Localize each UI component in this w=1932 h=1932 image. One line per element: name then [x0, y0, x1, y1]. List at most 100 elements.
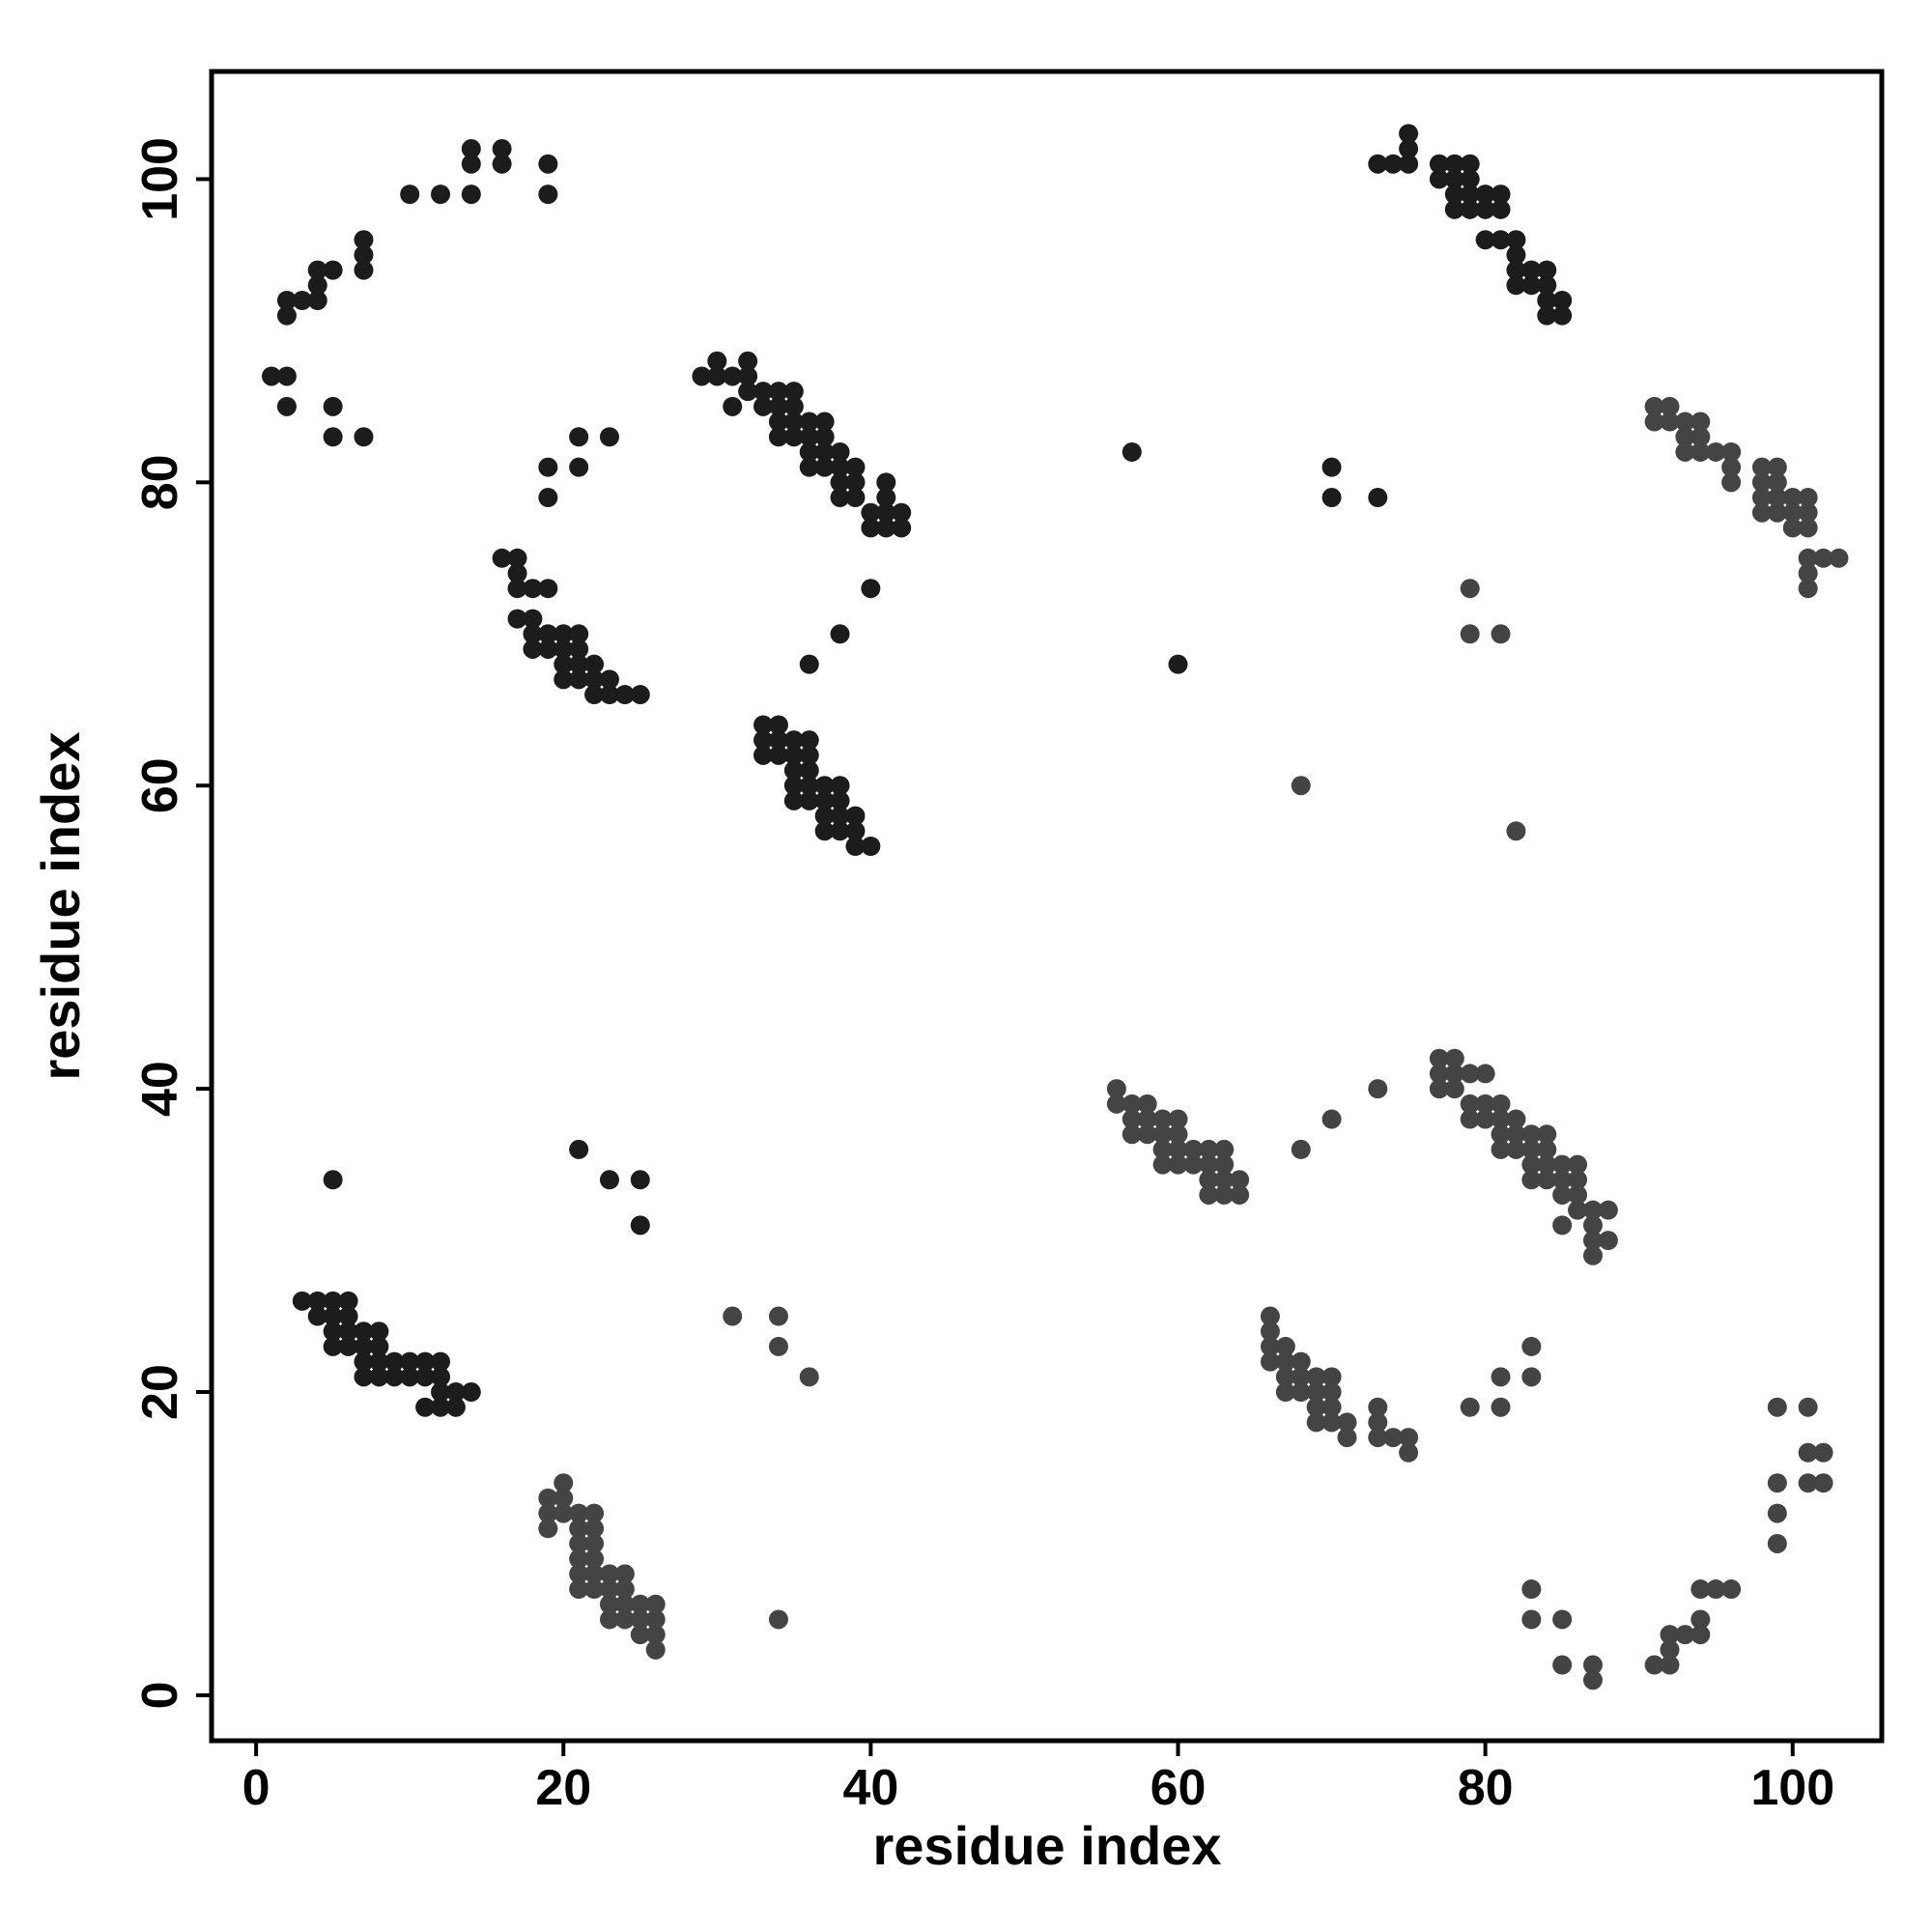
point [307, 275, 327, 296]
point [1106, 1079, 1126, 1099]
point [1460, 1064, 1480, 1084]
point [1767, 488, 1787, 508]
point [1460, 185, 1480, 205]
point [1214, 1139, 1235, 1159]
point [569, 1548, 589, 1569]
point [369, 1367, 389, 1387]
point [783, 776, 804, 796]
point [768, 412, 788, 432]
point [445, 1397, 466, 1417]
point [1399, 1428, 1419, 1448]
point [1444, 154, 1464, 174]
point [783, 427, 804, 447]
point [323, 1291, 343, 1311]
point [1767, 472, 1787, 493]
point [1199, 1170, 1219, 1190]
point [1751, 457, 1772, 477]
point [1199, 1154, 1219, 1175]
point [276, 305, 297, 326]
point [799, 760, 819, 781]
point [1321, 1412, 1342, 1433]
point [1767, 1397, 1787, 1417]
point [1475, 1064, 1495, 1084]
point [584, 1533, 605, 1553]
point [1137, 1124, 1157, 1145]
point [1798, 579, 1818, 599]
point [1491, 185, 1511, 205]
point [569, 1503, 589, 1523]
point [1675, 441, 1695, 462]
point [1306, 1382, 1326, 1403]
point [1721, 457, 1742, 477]
point [369, 1336, 389, 1356]
point [1798, 502, 1818, 523]
point [723, 396, 743, 416]
point [738, 351, 758, 371]
point [1337, 1412, 1357, 1433]
point [599, 1594, 619, 1614]
point [1275, 1351, 1295, 1372]
point [461, 154, 481, 174]
point [1552, 1655, 1573, 1675]
point [1321, 1367, 1342, 1387]
point [768, 1306, 788, 1326]
point [584, 1564, 605, 1584]
point [400, 185, 420, 205]
point [554, 639, 574, 659]
point [1568, 1184, 1588, 1205]
point [569, 1519, 589, 1539]
point [1690, 1609, 1711, 1630]
point [338, 1336, 358, 1356]
point [845, 488, 866, 508]
point [492, 139, 512, 159]
point [1491, 1367, 1511, 1387]
point [1521, 275, 1542, 296]
point [614, 1564, 635, 1584]
point [1690, 1625, 1711, 1645]
point [1260, 1321, 1280, 1342]
point [1552, 1184, 1573, 1205]
point [569, 1564, 589, 1584]
point [1552, 305, 1573, 326]
point [1152, 1109, 1173, 1129]
point [753, 382, 774, 402]
point [323, 396, 343, 416]
point [753, 745, 774, 765]
point [1152, 1139, 1173, 1159]
point [876, 502, 896, 523]
point [538, 488, 558, 508]
point [1751, 488, 1772, 508]
point [845, 821, 866, 841]
point [1521, 1609, 1542, 1630]
point [1660, 1655, 1680, 1675]
point [614, 1594, 635, 1614]
point [1644, 396, 1664, 416]
point [1521, 1124, 1542, 1145]
point [799, 654, 819, 674]
point [1813, 548, 1833, 568]
point [1521, 1367, 1542, 1387]
point [799, 1367, 819, 1387]
point [1183, 1154, 1204, 1175]
point [354, 1336, 374, 1356]
point [523, 579, 543, 599]
point [1721, 441, 1742, 462]
point [1306, 1367, 1326, 1387]
point [753, 396, 774, 416]
point [1475, 185, 1495, 205]
point [845, 837, 866, 857]
point [538, 579, 558, 599]
point [1644, 1655, 1664, 1675]
point [400, 1367, 420, 1387]
point [1168, 1124, 1188, 1145]
x-tick-label: 100 [1750, 1760, 1834, 1816]
point [354, 230, 374, 250]
point [1460, 1397, 1480, 1417]
point [1521, 1579, 1542, 1600]
point [1137, 1094, 1157, 1114]
point [1475, 1109, 1495, 1129]
y-tick-label: 0 [132, 1681, 188, 1709]
point [1491, 199, 1511, 219]
point [1782, 518, 1803, 538]
